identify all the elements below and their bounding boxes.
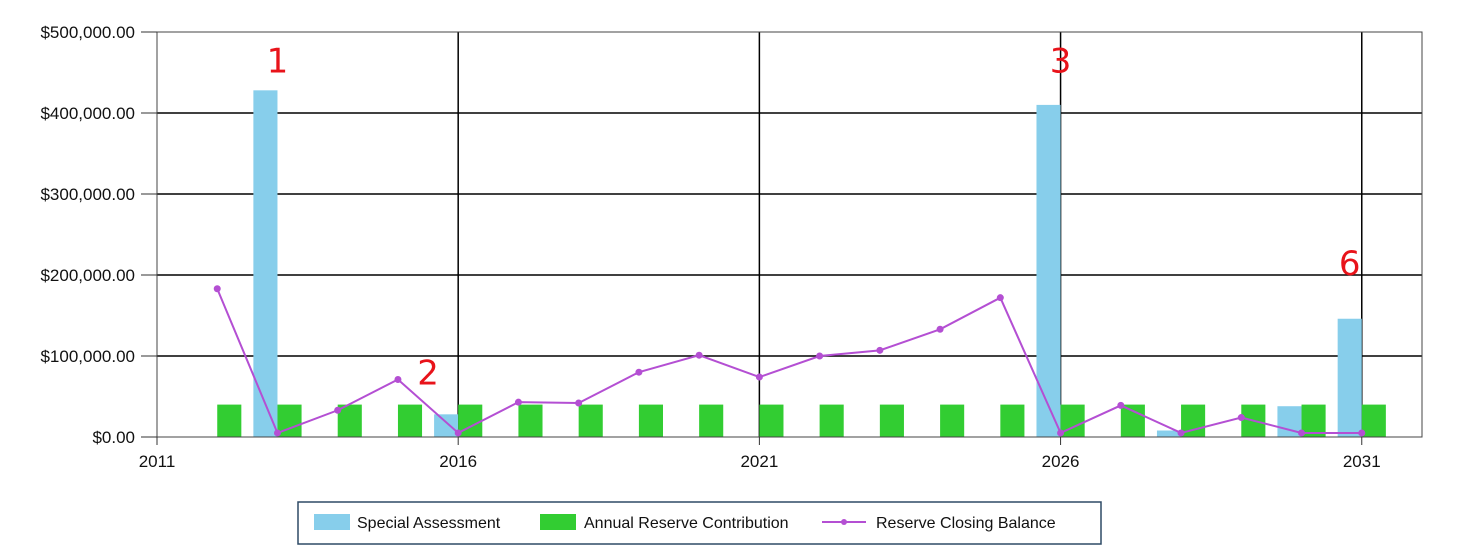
point-reserve-closing-balance: [514, 398, 522, 406]
bar-annual-reserve-contribution: [578, 404, 603, 437]
point-reserve-closing-balance: [1237, 414, 1245, 422]
x-tick-label: 2016: [439, 452, 477, 471]
point-reserve-closing-balance: [213, 285, 221, 293]
point-reserve-closing-balance: [816, 352, 824, 360]
point-reserve-closing-balance: [273, 429, 281, 437]
point-reserve-closing-balance: [876, 346, 884, 354]
x-tick-label: 2031: [1343, 452, 1381, 471]
legend-label-special-assessment: Special Assessment: [357, 515, 501, 532]
point-reserve-closing-balance: [454, 429, 462, 437]
legend-swatch-annual-reserve-contribution: [540, 514, 576, 530]
y-tick-label: $300,000.00: [40, 185, 135, 204]
bar-annual-reserve-contribution: [699, 404, 724, 437]
y-tick-label: $400,000.00: [40, 104, 135, 123]
plot-area: [157, 32, 1422, 437]
bar-annual-reserve-contribution: [759, 404, 784, 437]
legend-label-annual-reserve-contribution: Annual Reserve Contribution: [584, 515, 789, 532]
point-reserve-closing-balance: [635, 368, 643, 376]
point-reserve-closing-balance: [334, 406, 342, 414]
bar-special-assessment: [1036, 104, 1061, 438]
legend-box: [297, 501, 1102, 545]
bar-annual-reserve-contribution: [940, 404, 965, 437]
y-tick-label: $0.00: [92, 428, 135, 447]
point-reserve-closing-balance: [1298, 429, 1306, 437]
y-tick-label: $100,000.00: [40, 347, 135, 366]
point-reserve-closing-balance: [1057, 429, 1065, 437]
annotations: 1 2 3 6: [267, 42, 1361, 394]
point-reserve-closing-balance: [394, 375, 402, 383]
y-tick-label: $200,000.00: [40, 266, 135, 285]
plot-frame: [156, 31, 1423, 438]
annotation-label: 2: [417, 353, 439, 393]
bar-annual-reserve-contribution: [1120, 404, 1145, 437]
x-tick-label: 2011: [139, 452, 176, 471]
x-tick-label: 2026: [1042, 452, 1080, 471]
bar-annual-reserve-contribution: [217, 404, 242, 437]
point-reserve-closing-balance: [755, 373, 763, 381]
annotation-label: 3: [1050, 42, 1072, 82]
point-reserve-closing-balance: [936, 325, 944, 333]
bar-annual-reserve-contribution: [337, 404, 362, 437]
bar-special-assessment: [434, 414, 459, 437]
annotation-label: 1: [267, 42, 289, 82]
bar-annual-reserve-contribution: [819, 404, 844, 437]
annotation-label: 6: [1339, 244, 1361, 284]
bar-annual-reserve-contribution: [397, 404, 423, 437]
y-tick-label: $500,000.00: [40, 23, 135, 42]
point-reserve-closing-balance: [575, 399, 583, 407]
point-reserve-closing-balance: [1177, 429, 1185, 437]
point-reserve-closing-balance: [1358, 429, 1366, 437]
bars: [217, 90, 1386, 438]
bar-annual-reserve-contribution: [1301, 404, 1326, 437]
bar-special-assessment: [1337, 318, 1362, 437]
balance-line-layer: [213, 285, 1366, 437]
bar-special-assessment: [253, 90, 278, 437]
legend-swatch-special-assessment: [314, 514, 350, 530]
bar-annual-reserve-contribution: [638, 404, 663, 437]
line-reserve-closing-balance: [216, 288, 1362, 435]
legend-marker-reserve-closing-balance: [841, 519, 847, 525]
grid: [157, 32, 1422, 437]
x-tick-label: 2021: [740, 452, 778, 471]
point-reserve-closing-balance: [695, 351, 703, 359]
point-reserve-closing-balance: [1117, 401, 1125, 409]
legend-label-reserve-closing-balance: Reserve Closing Balance: [876, 515, 1056, 532]
bar-annual-reserve-contribution: [879, 404, 904, 437]
bar-annual-reserve-contribution: [518, 404, 543, 437]
legend: Special Assessment Annual Reserve Contri…: [297, 501, 1102, 545]
bar-annual-reserve-contribution: [1361, 404, 1386, 437]
point-reserve-closing-balance: [996, 294, 1004, 302]
axes: $0.00 $100,000.00 $200,000.00 $300,000.00 $4…: [40, 23, 1380, 471]
bar-annual-reserve-contribution: [1000, 404, 1025, 437]
bar-special-assessment: [1156, 430, 1182, 437]
